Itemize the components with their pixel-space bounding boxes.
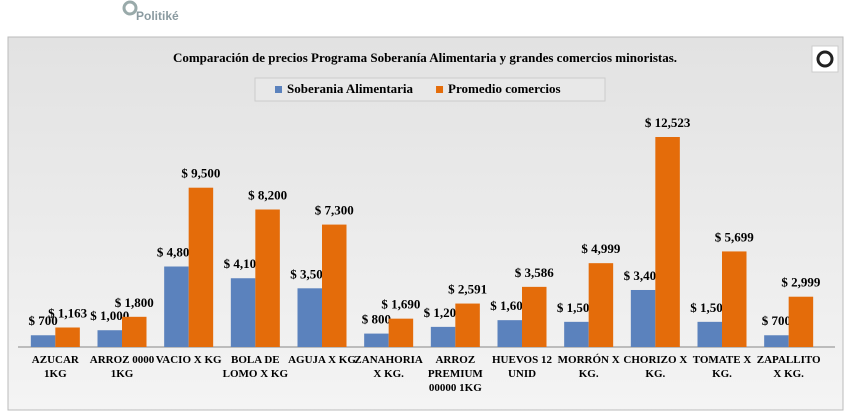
bar <box>322 224 347 347</box>
value-label: $ 4,100 <box>224 256 263 271</box>
value-label: $ 700 <box>762 313 791 328</box>
x-tick-label: HUEVOS 12 UNID <box>492 354 552 380</box>
value-label: $ 4,999 <box>581 241 621 256</box>
x-tick-label: VACIO X KG <box>155 354 222 366</box>
value-label: $ 4,800 <box>157 244 196 259</box>
value-label: $ 12,523 <box>645 115 691 130</box>
value-label: $ 800 <box>362 312 391 327</box>
bar <box>297 288 322 347</box>
x-tick-label: ARROZ 0000 1KG <box>89 354 155 380</box>
legend-swatch <box>275 86 282 93</box>
x-tick-label: TOMATE X KG. <box>692 354 752 380</box>
value-label: $ 5,699 <box>715 229 755 244</box>
value-label: $ 1,200 <box>424 305 463 320</box>
value-label: $ 8,200 <box>248 187 287 202</box>
chart-title: Comparación de precios Programa Soberaní… <box>173 50 677 65</box>
x-tick-label: AZUCAR 1KG <box>31 354 79 380</box>
value-label: $ 9,500 <box>181 166 220 181</box>
bar <box>588 263 614 347</box>
bar <box>364 333 389 347</box>
bar <box>697 321 722 347</box>
x-tick-label: AGUJA X KG <box>288 354 356 366</box>
bar <box>655 137 680 347</box>
bar <box>97 330 122 347</box>
value-label: $ 1,800 <box>115 295 154 310</box>
bar <box>455 303 480 347</box>
logo-icon <box>122 0 138 16</box>
bar <box>630 289 656 347</box>
legend-label: Soberania Alimentaria <box>287 81 414 96</box>
bar <box>255 209 280 347</box>
value-label: $ 1,600 <box>490 298 529 313</box>
value-label: $ 1,500 <box>690 300 729 315</box>
corner-logo-icon <box>816 50 834 68</box>
value-label: $ 2,591 <box>448 282 487 297</box>
bar <box>722 251 747 347</box>
bar <box>30 335 56 347</box>
value-label: $ 3,400 <box>624 268 663 283</box>
x-tick-label: ARROZ PREMIUM 00000 1KG <box>427 354 483 394</box>
value-label: $ 1,163 <box>48 305 88 320</box>
value-label: $ 7,300 <box>315 203 354 218</box>
bar <box>230 278 256 347</box>
bar <box>764 335 789 347</box>
legend-label: Promedio comercios <box>448 81 561 96</box>
value-label: $ 3,500 <box>290 266 329 281</box>
value-label: $ 1,690 <box>381 297 420 312</box>
bar <box>164 266 189 347</box>
bar <box>122 316 147 347</box>
logo-text: Politiké <box>136 9 179 23</box>
corner-logo <box>811 45 839 73</box>
bar <box>388 318 414 347</box>
bar <box>497 320 522 347</box>
bar <box>522 286 547 347</box>
x-tick-label: MORRÓN X KG. <box>557 354 620 380</box>
value-label: $ 1,000 <box>90 308 129 323</box>
x-tick-label: CHORIZO X KG. <box>623 354 688 380</box>
legend <box>254 77 606 102</box>
bar <box>788 296 814 347</box>
value-label: $ 700 <box>28 313 57 328</box>
x-tick-label: BOLA DE LOMO X KG <box>222 354 289 380</box>
value-label: $ 3,586 <box>515 265 555 280</box>
bar <box>55 327 80 347</box>
bar <box>564 321 589 347</box>
x-tick-label: ZANAHORIA X KG. <box>354 354 423 380</box>
bar <box>188 187 214 347</box>
legend-swatch <box>436 86 444 93</box>
x-tick-label: ZAPALLITO X KG. <box>756 354 821 380</box>
value-label: $ 2,999 <box>781 275 821 290</box>
value-label: $ 1,500 <box>557 300 596 315</box>
bar <box>430 326 456 347</box>
